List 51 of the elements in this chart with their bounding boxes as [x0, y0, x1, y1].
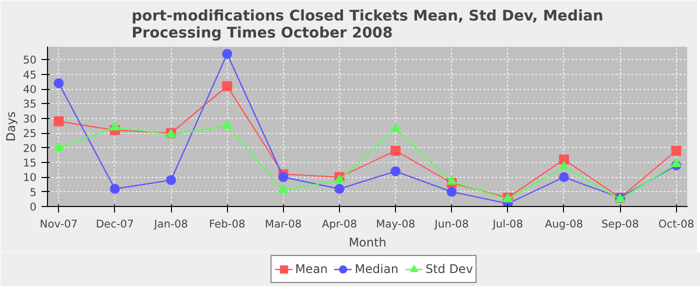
x-tick-label: Jul-08 — [492, 218, 524, 230]
point — [222, 120, 232, 129]
x-tick-label: Feb-08 — [209, 218, 246, 230]
point — [110, 184, 120, 194]
point — [334, 184, 344, 194]
point — [558, 172, 569, 182]
x-tick-label: Mar-08 — [264, 218, 302, 230]
point — [54, 116, 64, 126]
point — [222, 81, 232, 92]
x-tick-label: Jan-08 — [153, 218, 188, 230]
y-tick-label: 50 — [22, 54, 37, 67]
point — [671, 158, 682, 168]
point — [166, 175, 176, 186]
y-tick-label: 15 — [22, 156, 37, 170]
x-tick-label: Aug-08 — [544, 218, 584, 230]
x-axis-title: Month — [348, 236, 386, 250]
point — [54, 78, 64, 88]
point — [558, 154, 569, 165]
legend-label: Mean — [295, 262, 328, 276]
point — [222, 48, 232, 59]
point — [278, 172, 288, 182]
y-tick-label: 20 — [22, 142, 37, 155]
y-tick-label: 40 — [22, 83, 37, 96]
x-tick-label: Oct-08 — [658, 218, 694, 230]
y-tick-label: 35 — [22, 98, 37, 111]
y-tick-label: 10 — [22, 171, 37, 184]
y-tick-label: 45 — [22, 68, 37, 82]
y-tick-label: 30 — [22, 112, 37, 126]
x-tick-label: Nov-07 — [40, 218, 78, 230]
x-tick-label: Sep-08 — [601, 218, 640, 230]
legend-label: Median — [354, 262, 398, 276]
chart-title: port-modifications Closed Tickets Mean, Std Dev, Median Processing Times October 2008 — [132, 8, 604, 42]
point — [390, 146, 401, 156]
point — [558, 161, 569, 170]
y-tick-label: 25 — [22, 127, 37, 140]
x-tick-label: Apr-08 — [322, 218, 358, 230]
point — [278, 184, 288, 194]
point — [446, 186, 457, 197]
point — [54, 142, 64, 151]
x-tick-label: Dec-07 — [96, 218, 134, 230]
y-tick-label: 0 — [30, 200, 37, 214]
point — [390, 166, 401, 176]
point — [446, 176, 457, 185]
y-axis-title: Days — [4, 112, 18, 142]
x-tick-label: Jun-08 — [434, 218, 469, 230]
point — [110, 122, 120, 130]
point — [671, 146, 682, 156]
y-tick-label: 5 — [30, 186, 36, 199]
point — [390, 123, 401, 132]
x-tick-label: May-08 — [376, 218, 416, 230]
legend-label: Std Dev — [425, 262, 473, 276]
